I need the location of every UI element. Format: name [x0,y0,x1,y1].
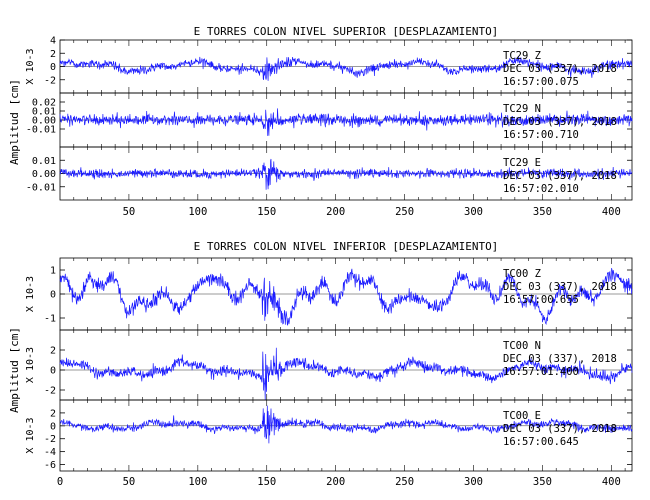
trace-station-component: TC00 Z [503,268,541,280]
trace-station-component: TC29 N [503,103,541,115]
x-tick-label: 150 [257,476,276,488]
trace-scale-label: X 10-3 [25,48,36,84]
trace-scale-label: X 10-3 [25,276,36,312]
trace-station-component: TC00 N [503,340,541,352]
y-tick-label: -2 [44,434,56,445]
trace-time: 16:57:02.010 [503,183,579,195]
y-tick-label: 0.00 [32,116,56,127]
trace-waveform [59,268,633,326]
y-tick-label: -2 [44,386,56,397]
trace-date: DEC 03 (337), 2018 [503,170,617,182]
upper-panel-title: E TORRES COLON NIVEL SUPERIOR [DESPLAZAM… [194,25,499,38]
y-tick-label: 4 [50,36,56,47]
trace-date: DEC 03 (337), 2018 [503,63,617,75]
upper-panel-ylabel: Amplitud [cm] [8,79,21,165]
x-tick-label: 100 [188,476,207,488]
trace-waveform [59,347,633,401]
x-tick-label: 300 [464,206,483,218]
lower-panel: E TORRES COLON NIVEL INFERIOR [DESPLAZAM… [8,240,633,488]
trace-station-component: TC29 Z [503,50,541,62]
lower-panel-title: E TORRES COLON NIVEL INFERIOR [DESPLAZAM… [194,240,499,253]
y-tick-label: 1 [50,266,56,277]
y-tick-label: -6 [44,460,56,471]
x-tick-label: 50 [123,206,136,218]
trace-scale-label: X 10-3 [25,417,36,453]
y-tick-label: -0.01 [26,125,56,136]
x-tick-label: 350 [533,476,552,488]
y-tick-label: 0.02 [32,98,56,109]
trace-waveform [59,108,633,136]
y-tick-label: 2 [50,408,56,419]
x-tick-label: 300 [464,476,483,488]
y-tick-label: -4 [44,447,56,458]
trace-scale-label: X 10-3 [25,347,36,383]
y-tick-label: -2 [44,75,56,86]
y-tick-label: 0 [50,62,56,73]
trace-time: 16:57:00.655 [503,294,579,306]
trace-time: 16:57:00.075 [503,76,579,88]
y-tick-label: -0.01 [26,182,56,193]
upper-panel: E TORRES COLON NIVEL SUPERIOR [DESPLAZAM… [8,25,633,218]
trace-waveform [59,405,633,444]
trace-time: 16:57:01.400 [503,366,579,378]
y-tick-label: 0.00 [32,169,56,180]
trace-date: DEC 03 (337), 2018 [503,281,617,293]
x-tick-label: 150 [257,206,276,218]
y-tick-label: -1 [44,314,56,325]
x-tick-label: 250 [395,476,414,488]
trace-station-component: TC00 E [503,410,541,422]
x-tick-label: 100 [188,206,207,218]
trace-waveform [59,56,633,81]
lower-panel-ylabel: Amplitud [cm] [8,327,21,413]
y-tick-label: 0.01 [32,156,56,167]
trace-time: 16:57:00.645 [503,436,579,448]
x-tick-label: 200 [326,476,345,488]
trace-date: DEC 03 (337), 2018 [503,116,617,128]
x-tick-label: 0 [57,476,63,488]
x-tick-label: 250 [395,206,414,218]
x-tick-label: 50 [123,476,136,488]
y-tick-label: 2 [50,49,56,60]
trace-date: DEC 03 (337), 2018 [503,353,617,365]
trace-waveform [59,158,633,190]
trace-station-component: TC29 E [503,157,541,169]
y-tick-label: 0 [50,366,56,377]
y-tick-label: 0 [50,290,56,301]
trace-time: 16:57:00.710 [503,129,579,141]
trace-frame [59,399,633,472]
x-tick-label: 200 [326,206,345,218]
y-tick-label: 0 [50,421,56,432]
trace-date: DEC 03 (337), 2018 [503,423,617,435]
x-tick-label: 400 [602,206,621,218]
x-tick-label: 350 [533,206,552,218]
y-tick-label: 0.01 [32,107,56,118]
x-tick-label: 400 [602,476,621,488]
y-tick-label: 2 [50,346,56,357]
